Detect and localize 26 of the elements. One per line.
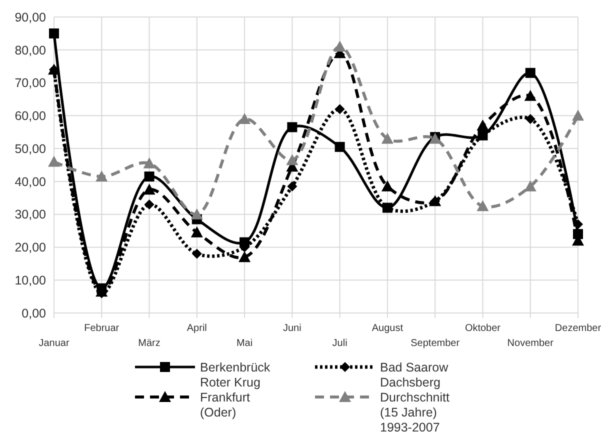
y-tick-label: 30,00 <box>14 208 46 222</box>
y-tick-label: 50,00 <box>14 142 46 156</box>
x-tick-label: März <box>138 338 160 349</box>
x-tick-label: November <box>507 338 554 349</box>
x-tick-label: Dezember <box>554 323 601 334</box>
y-tick-label: 10,00 <box>14 273 46 288</box>
y-tick-label: 20,00 <box>14 240 46 255</box>
legend-label: Berkenbrück Roter Krug <box>200 360 271 390</box>
x-tick-label: Juli <box>332 338 348 349</box>
y-tick-label: 70,00 <box>14 76 46 90</box>
legend-label: Frankfurt (Oder) <box>200 390 251 420</box>
y-tick-label: 80,00 <box>14 43 46 58</box>
x-tick-label: April <box>186 323 207 334</box>
y-tick-label: 0,00 <box>22 306 46 320</box>
legend-label: Durchschnitt (15 Jahre) 1993-2007 <box>380 390 450 434</box>
x-tick-label: Januar <box>38 338 70 349</box>
x-tick-label: Mai <box>236 338 253 349</box>
x-tick-label: Juni <box>283 323 302 334</box>
x-tick-label: Oktober <box>464 323 502 334</box>
x-tick-label: September <box>410 338 460 349</box>
legend-label: Bad Saarow Dachsberg <box>380 360 450 390</box>
y-tick-label: 60,00 <box>14 109 46 124</box>
y-tick-label: 90,00 <box>14 10 46 24</box>
x-tick-label: August <box>372 323 404 334</box>
y-tick-label: 40,00 <box>14 174 46 189</box>
x-tick-label: Februar <box>84 323 120 334</box>
